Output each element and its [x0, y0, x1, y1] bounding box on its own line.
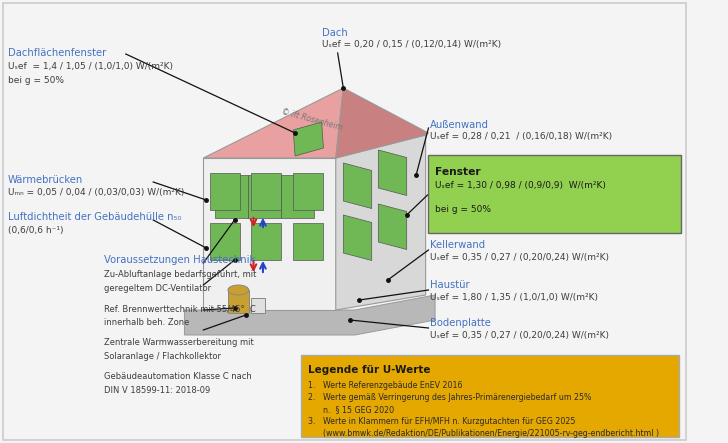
Text: Uₛef = 0,28 / 0,21  / (0,16/0,18) W/(m²K): Uₛef = 0,28 / 0,21 / (0,16/0,18) W/(m²K): [430, 132, 612, 141]
Text: (www.bmwk.de/Redaktion/DE/Publikationen/Energie/221005-rv-geg-endbericht.html ): (www.bmwk.de/Redaktion/DE/Publikationen/…: [309, 429, 660, 438]
Text: (0,6/0,6 h⁻¹): (0,6/0,6 h⁻¹): [7, 226, 63, 235]
Text: Uₘₙ = 0,05 / 0,04 / (0,03/0,03) W/(m²K): Uₘₙ = 0,05 / 0,04 / (0,03/0,03) W/(m²K): [7, 188, 184, 197]
Polygon shape: [250, 298, 265, 313]
Text: bei g = 50%: bei g = 50%: [435, 205, 491, 214]
Text: n.  § 15 GEG 2020: n. § 15 GEG 2020: [309, 405, 395, 414]
Text: Bodenplatte: Bodenplatte: [430, 318, 491, 328]
FancyBboxPatch shape: [427, 155, 681, 233]
Text: Luftdichtheit der Gebäudehülle n₅₀: Luftdichtheit der Gebäudehülle n₅₀: [7, 212, 181, 222]
Text: Uₛef = 0,20 / 0,15 / (0,12/0,14) W/(m²K): Uₛef = 0,20 / 0,15 / (0,12/0,14) W/(m²K): [322, 40, 501, 49]
Text: Dach: Dach: [322, 28, 347, 38]
Text: 2.   Werte gemäß Verringerung des Jahres-Primärenergiebedarf um 25%: 2. Werte gemäß Verringerung des Jahres-P…: [309, 393, 592, 402]
Text: Dachflächenfenster: Dachflächenfenster: [7, 48, 106, 58]
Polygon shape: [293, 122, 323, 156]
Polygon shape: [250, 173, 281, 210]
Text: Ref. Brennwerttechnik mit 55/45°  C: Ref. Brennwerttechnik mit 55/45° C: [104, 304, 256, 313]
Polygon shape: [228, 290, 249, 313]
Text: Haustür: Haustür: [430, 280, 470, 290]
Text: Uₛef  = 1,4 / 1,05 / (1,0/1,0) W/(m²K): Uₛef = 1,4 / 1,05 / (1,0/1,0) W/(m²K): [7, 62, 173, 71]
Text: Uₛef = 1,80 / 1,35 / (1,0/1,0) W/(m²K): Uₛef = 1,80 / 1,35 / (1,0/1,0) W/(m²K): [430, 293, 598, 302]
Polygon shape: [250, 223, 281, 260]
Polygon shape: [344, 215, 372, 260]
Text: Voraussetzungen Haustechnik: Voraussetzungen Haustechnik: [104, 255, 256, 265]
Text: Uₛef = 0,35 / 0,27 / (0,20/0,24) W/(m²K): Uₛef = 0,35 / 0,27 / (0,20/0,24) W/(m²K): [430, 331, 609, 340]
Polygon shape: [248, 175, 281, 218]
Text: Uₛef = 1,30 / 0,98 / (0,9/0,9)  W/(m²K): Uₛef = 1,30 / 0,98 / (0,9/0,9) W/(m²K): [435, 181, 606, 190]
Polygon shape: [293, 223, 323, 260]
Text: Fenster: Fenster: [435, 167, 480, 177]
Text: Wärmebrücken: Wärmebrücken: [7, 175, 83, 185]
Polygon shape: [379, 204, 407, 249]
Polygon shape: [281, 175, 314, 218]
Polygon shape: [203, 158, 336, 310]
Text: © ift Rosenheim: © ift Rosenheim: [281, 108, 344, 132]
Polygon shape: [215, 175, 248, 218]
Polygon shape: [293, 173, 323, 210]
Text: innerhalb beh. Zone: innerhalb beh. Zone: [104, 318, 189, 327]
Ellipse shape: [228, 285, 249, 295]
Polygon shape: [379, 150, 407, 195]
Polygon shape: [203, 88, 344, 158]
FancyBboxPatch shape: [301, 355, 679, 437]
Text: Solaranlage / Flachkollektor: Solaranlage / Flachkollektor: [104, 352, 221, 361]
Polygon shape: [336, 135, 426, 310]
Text: Kellerwand: Kellerwand: [430, 240, 486, 250]
Text: Uₛef = 0,35 / 0,27 / (0,20/0,24) W/(m²K): Uₛef = 0,35 / 0,27 / (0,20/0,24) W/(m²K): [430, 253, 609, 262]
Text: DIN V 18599-11: 2018-09: DIN V 18599-11: 2018-09: [104, 386, 210, 395]
Text: Gebäudeautomation Klasse C nach: Gebäudeautomation Klasse C nach: [104, 372, 252, 381]
Text: Außenwand: Außenwand: [430, 120, 489, 130]
Text: Legende für U-Werte: Legende für U-Werte: [309, 365, 431, 375]
Text: Zentrale Warmwasserbereitung mit: Zentrale Warmwasserbereitung mit: [104, 338, 254, 347]
Text: Zu-Abluftanlage bedarfsgeführt, mit: Zu-Abluftanlage bedarfsgeführt, mit: [104, 270, 256, 279]
Polygon shape: [184, 295, 435, 335]
Text: geregeltem DC-Ventilator: geregeltem DC-Ventilator: [104, 284, 211, 293]
Polygon shape: [344, 163, 372, 209]
Polygon shape: [210, 173, 240, 210]
Text: 3.   Werte in Klammern für EFH/MFH n. Kurzgutachten für GEG 2025: 3. Werte in Klammern für EFH/MFH n. Kurz…: [309, 417, 576, 426]
Text: 1.   Werte Referenzgebäude EnEV 2016: 1. Werte Referenzgebäude EnEV 2016: [309, 381, 463, 390]
Polygon shape: [210, 223, 240, 260]
Polygon shape: [336, 88, 429, 158]
Text: bei g = 50%: bei g = 50%: [7, 76, 63, 85]
